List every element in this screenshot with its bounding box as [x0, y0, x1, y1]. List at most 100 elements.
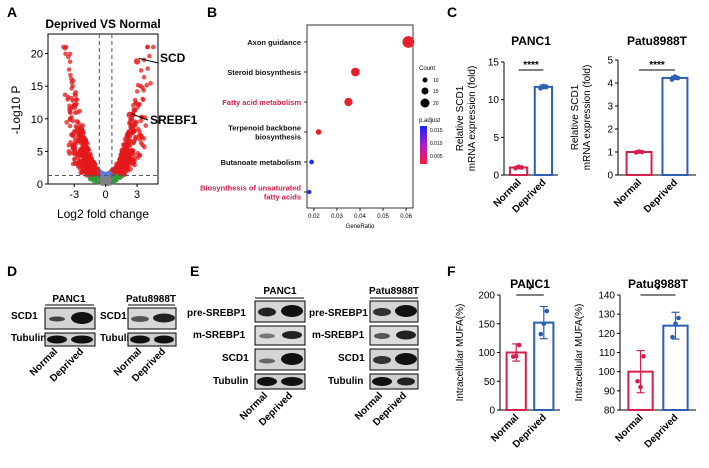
count-legend-label-20: 20: [433, 101, 439, 107]
blot-band: [373, 308, 391, 316]
volcano-point: [84, 147, 90, 153]
count-legend-dot-20: [420, 98, 430, 108]
bar-y-label: Relative SCD1: [570, 84, 581, 150]
blot-band: [71, 335, 93, 344]
volcano-points: [61, 44, 156, 187]
volcano-point: [83, 138, 89, 144]
volcano-x-label: Log2 fold change: [57, 207, 149, 221]
volcano-point: [73, 124, 79, 129]
volcano-point: [101, 172, 106, 178]
bar-y-tick-label: 1: [607, 148, 613, 159]
volcano-point: [131, 151, 136, 157]
blot-e-row-label: pre-SREBP1: [309, 308, 368, 319]
panel-label-b: B: [207, 4, 217, 20]
volcano-point: [65, 97, 70, 102]
volcano-y-tick-label: 15: [31, 81, 43, 93]
bar: [661, 76, 689, 176]
blot-band: [395, 305, 417, 317]
volcano-point: [80, 123, 86, 128]
bar-y-tick-label: 3: [607, 102, 613, 113]
blot-band: [281, 305, 303, 317]
bar-y-tick-label: 0: [607, 171, 613, 182]
volcano-plot-area: [47, 33, 159, 185]
blot-band: [396, 330, 416, 340]
volcano-point: [76, 164, 81, 169]
count-legend-dot-15: [421, 87, 429, 95]
volcano-point: [68, 116, 73, 121]
blot-band: [397, 377, 415, 386]
volcano-point: [88, 164, 94, 170]
bar-y-tick-label: 200: [478, 291, 495, 302]
count-legend-title: Count: [419, 66, 435, 72]
volcano-point: [81, 169, 87, 174]
padj-legend-label-0005: 0.005: [430, 154, 443, 160]
kegg-dotplot: 0.02 0.03 0.04 0.05 0.06 Axon guidance Steroi…: [200, 24, 443, 230]
volcano-plot: Deprived VS Normal -3 0 3 0 5 10 15 20 -Log10 P…: [9, 17, 198, 221]
kegg-dot: [307, 189, 312, 195]
bar-y-tick-label: 10: [488, 95, 500, 106]
volcano-point: [68, 72, 73, 78]
bar-y-tick-label: 80: [604, 406, 616, 417]
bar-chart-title: PANC1: [510, 277, 550, 291]
count-legend-label-10: 10: [433, 78, 439, 84]
kegg-dot: [351, 67, 360, 77]
bar-category-label: Normal: [614, 412, 646, 444]
volcano-point: [131, 140, 136, 146]
blot-e-title-panc1: PANC1: [263, 286, 297, 297]
volcano-point: [116, 165, 122, 170]
bar-chart-title: PANC1: [511, 34, 551, 48]
padj-colorbar: [420, 126, 427, 164]
volcano-point: [145, 44, 150, 50]
volcano-point: [74, 135, 80, 141]
volcano-y-tick-label: 10: [31, 114, 43, 126]
bar-y-label: Relative SCD1: [455, 85, 466, 151]
padj-legend-label-0010: 0.010: [430, 141, 443, 147]
volcano-point: [137, 129, 142, 135]
blot-band: [373, 356, 391, 364]
volcano-point: [140, 85, 145, 91]
bar-data-point: [544, 308, 550, 314]
kegg-term-label: Biosynthesis of unsaturated: [200, 184, 301, 193]
volcano-point: [67, 151, 72, 156]
bar-y-tick-label: 120: [598, 329, 615, 340]
bar-data-point: [669, 77, 675, 82]
blot-e-row-label: pre-SREBP1: [187, 308, 246, 319]
volcano-axes: -3 0 3 0 5 10 15 20: [31, 34, 159, 201]
bar: [533, 85, 554, 176]
volcano-point: [133, 100, 139, 106]
volcano-point: [123, 138, 129, 144]
bar-category-label: Normal: [612, 177, 644, 209]
volcano-point: [120, 150, 126, 155]
volcano-point: [137, 133, 142, 138]
blot-band: [282, 331, 302, 339]
volcano-point: [63, 51, 68, 57]
volcano-point: [111, 168, 117, 174]
panel-label-a: A: [7, 4, 17, 20]
kegg-points: 0.02 0.03 0.04 0.05 0.06: [304, 36, 415, 220]
volcano-point: [137, 152, 143, 158]
blot-d-title-panc1: PANC1: [52, 294, 86, 305]
kegg-term-label: biosynthesis: [255, 133, 301, 142]
kegg-legend: Count 10 15 20 p.adjust 0.015 0.010 0.00…: [419, 66, 443, 164]
kegg-dot: [315, 129, 322, 135]
volcano-point: [77, 159, 82, 164]
volcano-point: [88, 155, 94, 161]
bar-data-point: [513, 353, 519, 359]
blot-d-row-label: Tubulin: [11, 333, 46, 344]
volcano-point: [147, 53, 152, 59]
volcano-point: [130, 130, 135, 136]
kegg-dot: [344, 97, 353, 107]
kegg-plot-area: [306, 24, 414, 209]
volcano-point: [132, 108, 138, 113]
blot-band: [258, 307, 276, 317]
bar-chart-title: Patu8988T: [628, 277, 689, 291]
bar-data-point: [636, 149, 642, 154]
volcano-point: [70, 83, 75, 89]
bar-data-point: [516, 342, 522, 348]
volcano-point: [75, 131, 81, 137]
kegg-term-label: Fatty acid metabolism: [222, 98, 301, 107]
bar-data-point: [670, 334, 675, 340]
kegg-x-tick-label: 0.06: [400, 214, 412, 220]
volcano-point: [77, 108, 83, 114]
bar-y-label: mRNA expression (fold): [467, 66, 478, 172]
